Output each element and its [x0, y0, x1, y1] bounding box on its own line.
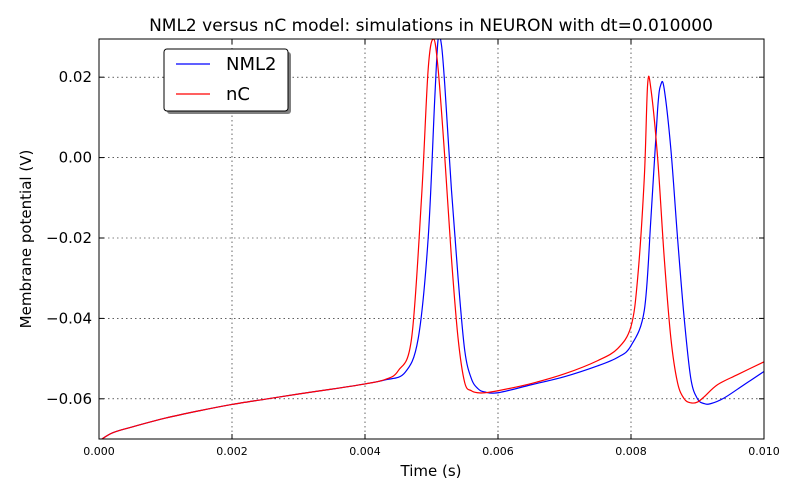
x-tick-label: 0.000	[83, 445, 115, 458]
y-tick-label: −0.04	[46, 309, 92, 327]
y-tick-label: −0.06	[46, 390, 92, 408]
plot-frame	[98, 38, 765, 440]
axis-ticks: 0.000 0.002 0.004 0.006 0.008 0.010 −0.06 −0.04…	[46, 39, 780, 458]
series-layer	[100, 39, 764, 439]
grid	[99, 39, 764, 439]
x-tick-label: 0.004	[349, 445, 381, 458]
legend-label-nc: nC	[226, 84, 250, 105]
x-tick-label: 0.002	[216, 445, 248, 458]
x-tick-label: 0.010	[748, 445, 780, 458]
chart-title: NML2 versus nC model: simulations in NEU…	[149, 16, 713, 36]
x-tick-label: 0.008	[615, 445, 647, 458]
series-line-nc	[100, 39, 764, 439]
y-tick-label: −0.02	[46, 229, 92, 247]
legend-label-nml2: NML2	[226, 54, 276, 75]
y-axis-label: Membrane potential (V)	[17, 150, 35, 329]
y-tick-label: 0.02	[59, 68, 92, 86]
x-tick-label: 0.006	[482, 445, 514, 458]
y-tick-label: 0.00	[59, 149, 92, 167]
x-axis-label: Time (s)	[400, 462, 462, 480]
legend: NML2 nC	[163, 48, 291, 114]
